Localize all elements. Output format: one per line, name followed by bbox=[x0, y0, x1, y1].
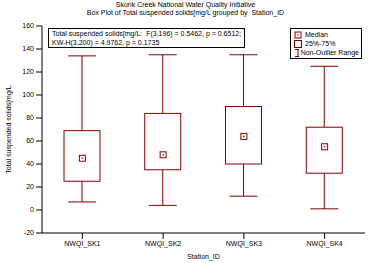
html-text:Median: Median bbox=[305, 31, 328, 38]
svg-text:60: 60 bbox=[26, 137, 34, 144]
svg-text:20: 20 bbox=[26, 183, 34, 190]
svg-text:100: 100 bbox=[22, 91, 34, 98]
html-text:KW-H(3,200) = 4.9762, p = 0.17: KW-H(3,200) = 4.9762, p = 0.1735 bbox=[52, 39, 160, 46]
svg-text:160: 160 bbox=[22, 22, 34, 29]
html-text:25%-75%: 25%-75% bbox=[305, 40, 336, 47]
svg-text:Station_ID: Station_ID bbox=[187, 253, 220, 261]
html-text:Total suspended solids[mg/L: F: Total suspended solids[mg/L: F(3,196) = … bbox=[52, 30, 242, 37]
html-text:Skunk Creek National Water Qua: Skunk Creek National Water Quality Initi… bbox=[115, 1, 256, 8]
svg-text:40: 40 bbox=[26, 160, 34, 167]
svg-text:140: 140 bbox=[22, 45, 34, 52]
svg-text:80: 80 bbox=[26, 114, 34, 121]
html-text:Non-Outlier Range: Non-Outlier Range bbox=[300, 49, 359, 56]
svg-text:0: 0 bbox=[30, 206, 34, 213]
svg-text:NWQI_SK3: NWQI_SK3 bbox=[226, 240, 262, 248]
svg-text:Total suspended solids[mg/L: Total suspended solids[mg/L bbox=[8, 85, 13, 173]
svg-text:NWQI_SK4: NWQI_SK4 bbox=[307, 240, 343, 248]
svg-text:NWQI_SK2: NWQI_SK2 bbox=[145, 240, 181, 248]
svg-text:-20: -20 bbox=[24, 229, 34, 236]
html-text:Box Plot of Total suspended so: Box Plot of Total suspended solids[mg/L … bbox=[86, 9, 285, 16]
svg-text:NWQI_SK1: NWQI_SK1 bbox=[64, 240, 100, 248]
svg-text:120: 120 bbox=[22, 68, 34, 75]
